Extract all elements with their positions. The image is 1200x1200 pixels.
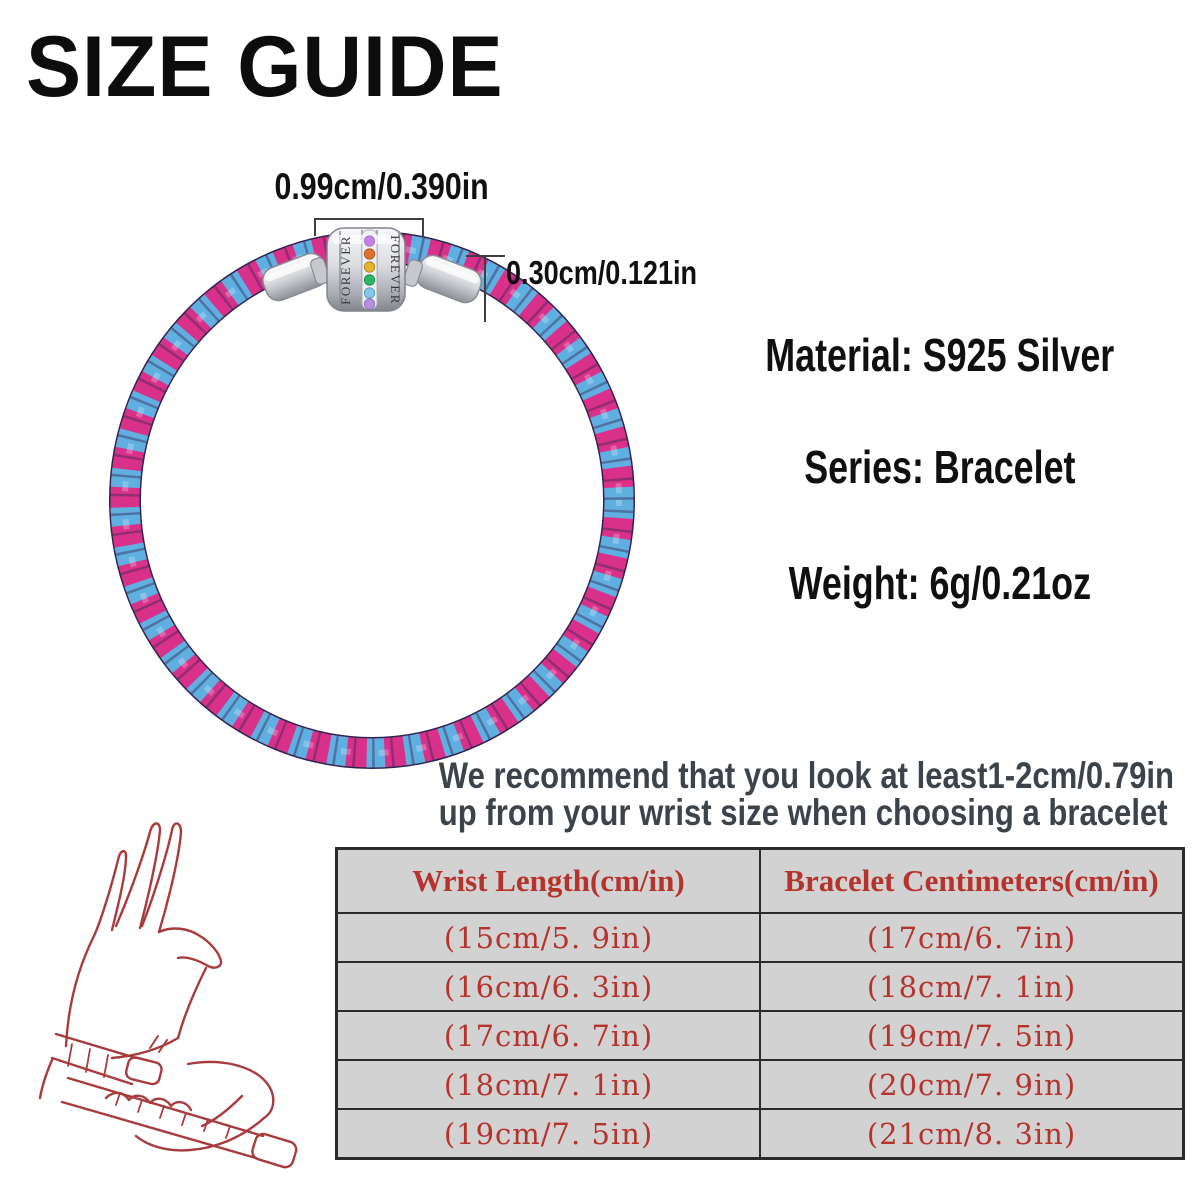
holding-hand bbox=[104, 1060, 275, 1152]
bracelet-value: (17cm/6. 7in) bbox=[759, 912, 1185, 963]
wrist-value: (19cm/7. 5in) bbox=[335, 1108, 761, 1160]
series-text: Series: Bracelet bbox=[804, 441, 1076, 493]
size-table: Wrist Length(cm/in) Bracelet Centimeters… bbox=[335, 847, 1185, 1160]
weight-line: Weight: 6g/0.21oz bbox=[700, 556, 1180, 610]
size-table-header-row: Wrist Length(cm/in) Bracelet Centimeters… bbox=[335, 847, 1185, 914]
table-row: (16cm/6. 3in) (18cm/7. 1in) bbox=[335, 961, 1185, 1012]
page-title: SIZE GUIDE bbox=[26, 19, 504, 115]
table-row: (17cm/6. 7in) (19cm/7. 5in) bbox=[335, 1010, 1185, 1061]
bracelet-value: (20cm/7. 9in) bbox=[759, 1059, 1185, 1110]
wrist-value: (18cm/7. 1in) bbox=[335, 1059, 761, 1110]
bracelet-value: (21cm/8. 3in) bbox=[759, 1108, 1185, 1160]
material-line: Material: S925 Silver bbox=[700, 328, 1180, 382]
bracelet-length-header: Bracelet Centimeters(cm/in) bbox=[759, 847, 1185, 914]
wrist-measurement-illustration bbox=[38, 822, 298, 1169]
clasp-engraving-left: FOREVER bbox=[338, 235, 353, 305]
measuring-tape bbox=[38, 1032, 298, 1169]
clasp-width-bracket bbox=[314, 218, 424, 236]
recommendation-line-1: We recommend that you look at least1-2cm… bbox=[438, 755, 1175, 796]
recommendation-line-2: up from your wrist size when choosing a … bbox=[438, 792, 1168, 833]
clasp-right-connector bbox=[403, 259, 423, 287]
bracelet-value: (18cm/7. 1in) bbox=[759, 961, 1185, 1012]
table-row: (19cm/7. 5in) (21cm/8. 3in) bbox=[335, 1108, 1185, 1160]
table-row: (15cm/5. 9in) (17cm/6. 7in) bbox=[335, 912, 1185, 963]
material-text: Material: S925 Silver bbox=[765, 329, 1115, 381]
recommendation-note: We recommend that you look at least1-2cm… bbox=[370, 757, 1200, 831]
clasp-gem-strip bbox=[363, 235, 376, 310]
cord-thickness-label: 0.30cm/0.121in bbox=[506, 254, 698, 291]
measured-hand bbox=[64, 822, 223, 1060]
cord-braid-grooves bbox=[110, 232, 634, 768]
clasp-width-label: 0.99cm/0.390in bbox=[274, 166, 489, 207]
wrist-length-header: Wrist Length(cm/in) bbox=[335, 847, 761, 914]
measurement-lines bbox=[314, 218, 505, 322]
clasp-right-cap bbox=[416, 254, 482, 304]
clasp-barrel: FOREVER FOREVER bbox=[326, 227, 406, 312]
wrist-value: (16cm/6. 3in) bbox=[335, 961, 761, 1012]
clasp: FOREVER FOREVER bbox=[262, 227, 482, 312]
weight-text: Weight: 6g/0.21oz bbox=[788, 557, 1092, 609]
wrist-value: (15cm/5. 9in) bbox=[335, 912, 761, 963]
braided-cord bbox=[109, 231, 635, 769]
cord-blue-strand bbox=[110, 232, 634, 768]
bracelet-value: (19cm/7. 5in) bbox=[759, 1010, 1185, 1061]
wrist-value: (17cm/6. 7in) bbox=[335, 1010, 761, 1061]
series-line: Series: Bracelet bbox=[700, 440, 1180, 494]
clasp-engraving-right: FOREVER bbox=[388, 235, 403, 305]
table-row: (18cm/7. 1in) (20cm/7. 9in) bbox=[335, 1059, 1185, 1110]
